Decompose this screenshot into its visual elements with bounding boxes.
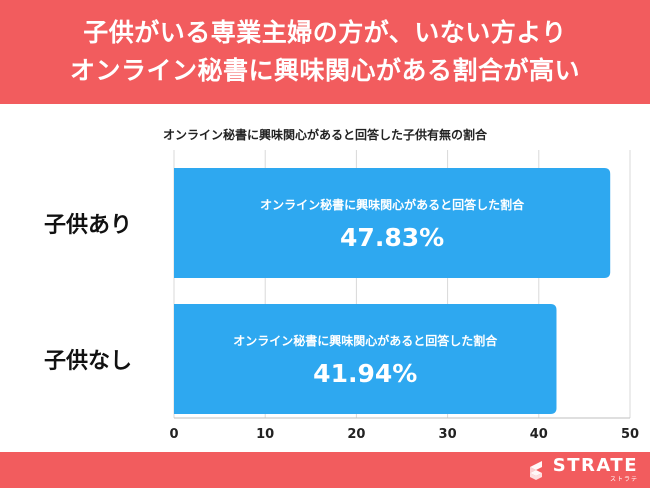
bar-1 — [174, 168, 611, 278]
bar-value-label: 41.94% — [313, 359, 417, 388]
x-tick-label: 0 — [169, 427, 178, 442]
footer-banner: STRATE ストラテ — [0, 452, 650, 488]
header-banner: 子供がいる専業主婦の方が、いない方より オンライン秘書に興味関心がある割合が高い — [0, 0, 650, 104]
headline-line-1: 子供がいる専業主婦の方が、いない方より — [83, 18, 567, 47]
bar-value-label: 47.83% — [340, 223, 444, 252]
brand-s-icon — [529, 460, 542, 480]
bar-inner-label: オンライン秘書に興味関心があると回答した割合 — [233, 333, 498, 348]
category-label: 子供あり — [44, 212, 132, 238]
bar-2 — [174, 304, 557, 414]
brand-logo: STRATE ストラテ — [525, 456, 638, 483]
bar-inner-label: オンライン秘書に興味関心があると回答した割合 — [260, 197, 525, 212]
x-tick-label: 40 — [530, 427, 548, 442]
brand-subtitle: ストラテ — [609, 476, 638, 483]
x-tick-label: 20 — [347, 427, 365, 442]
bar-chart: 0 10 20 30 40 50子供ありオンライン秘書に興味関心があると回答した割合47.… — [44, 150, 639, 442]
x-tick-label: 10 — [256, 427, 274, 442]
brand-name: STRATE — [552, 455, 638, 476]
x-tick-label: 30 — [439, 427, 457, 442]
category-label: 子供なし — [44, 348, 132, 374]
headline-line-2: オンライン秘書に興味関心がある割合が高い — [69, 56, 580, 85]
chart-title: オンライン秘書に興味関心があると回答した子供有無の割合 — [162, 128, 487, 142]
x-tick-label: 50 — [621, 427, 639, 442]
